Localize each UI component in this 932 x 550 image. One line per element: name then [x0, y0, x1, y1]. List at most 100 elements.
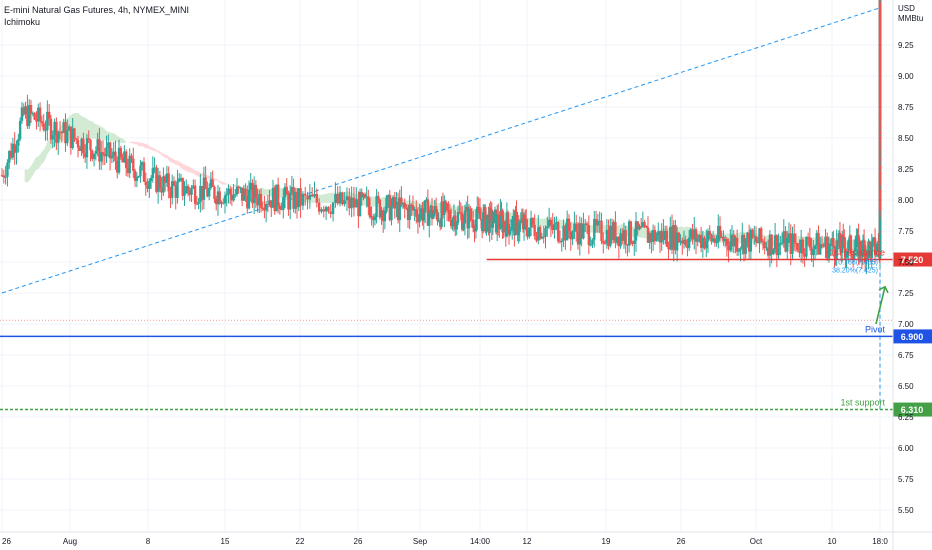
candle-body [808, 237, 812, 248]
candle-body [429, 205, 432, 214]
candle-body [819, 244, 822, 255]
candle-body [373, 217, 377, 221]
candle-body [469, 208, 472, 219]
candle-body [847, 239, 850, 251]
candle-body [432, 213, 435, 219]
candle-body [465, 206, 468, 211]
candle-body [617, 236, 621, 247]
candle-body [363, 194, 367, 198]
candle-body [796, 243, 799, 251]
candle-body [195, 203, 199, 205]
candle-body [840, 234, 844, 253]
candle-body [158, 175, 162, 189]
candle-body [691, 229, 694, 240]
candle-body [732, 234, 735, 247]
candle-body [626, 244, 629, 246]
candle-body [651, 229, 655, 242]
candle-body [747, 232, 751, 252]
candle-body [686, 244, 689, 249]
candle-body [727, 245, 730, 251]
candle-body [585, 223, 589, 226]
candle-body [156, 175, 160, 192]
candle-body [633, 240, 636, 244]
candle-body [116, 160, 119, 173]
candle-body [202, 177, 206, 200]
candle-body [473, 228, 476, 232]
candle-body [710, 234, 713, 242]
candle-body [754, 236, 758, 242]
candle-body [215, 198, 218, 205]
candle-body [11, 143, 15, 158]
candle-body [67, 126, 71, 131]
candle-body [430, 205, 434, 219]
candle-body [734, 237, 737, 247]
candle-body [190, 187, 193, 195]
candle-body [735, 237, 739, 252]
candle-body [445, 203, 449, 211]
candle-body [492, 211, 496, 224]
candle-body [753, 236, 756, 238]
candle-body [24, 106, 27, 115]
candle-body [672, 225, 675, 250]
candle-body [448, 210, 452, 220]
candle-body [338, 192, 342, 204]
candle-body [549, 219, 553, 225]
candle-body [405, 207, 408, 209]
candle-body [827, 246, 831, 259]
candle-body [696, 238, 699, 242]
candle-body [197, 201, 200, 204]
candle-body [218, 191, 221, 204]
candle-body [567, 218, 571, 232]
candle-body [812, 249, 815, 256]
candle-body [466, 206, 469, 229]
candle-body [553, 223, 556, 230]
candle-body [849, 235, 853, 255]
candle-body [26, 106, 29, 127]
candle-body [22, 107, 25, 115]
candle-body [336, 193, 339, 204]
candle-body [249, 182, 252, 190]
candle-body [358, 191, 362, 217]
candle-body [537, 227, 540, 241]
candle-body [556, 222, 560, 242]
candle-body [367, 196, 370, 207]
candle-body [479, 218, 483, 221]
candle-body [711, 238, 715, 242]
candle-body [87, 138, 90, 140]
candle-body [853, 251, 856, 260]
candle-body [297, 188, 300, 208]
candle-body [746, 232, 749, 239]
candle-body [343, 200, 346, 205]
candle-body [188, 190, 191, 195]
candle-body [271, 187, 275, 208]
candle-body [631, 242, 634, 244]
candle-body [643, 222, 646, 226]
candle-body [386, 195, 390, 198]
candle-body [506, 212, 510, 225]
candle-body [485, 219, 488, 232]
candle-body [105, 147, 108, 157]
candle-body [232, 194, 235, 201]
candle-body [388, 195, 392, 221]
candle-body [8, 151, 11, 163]
candle-body [694, 229, 698, 242]
candle-body [749, 229, 753, 252]
candle-body [264, 204, 268, 211]
candle-body [452, 215, 456, 220]
candle-body [791, 233, 794, 254]
candle-body [137, 175, 140, 178]
candle-body [862, 239, 866, 246]
candle-body [522, 215, 526, 230]
candle-body [46, 111, 49, 130]
candle-body [216, 191, 220, 205]
candle-body [82, 138, 85, 154]
candle-body [306, 195, 309, 200]
candle-body [508, 230, 512, 235]
candle-body [174, 184, 177, 198]
candle-body [91, 150, 94, 159]
candle-body [758, 228, 761, 243]
candle-body [121, 157, 124, 163]
candle-body [411, 205, 415, 211]
candle-body [66, 130, 69, 144]
